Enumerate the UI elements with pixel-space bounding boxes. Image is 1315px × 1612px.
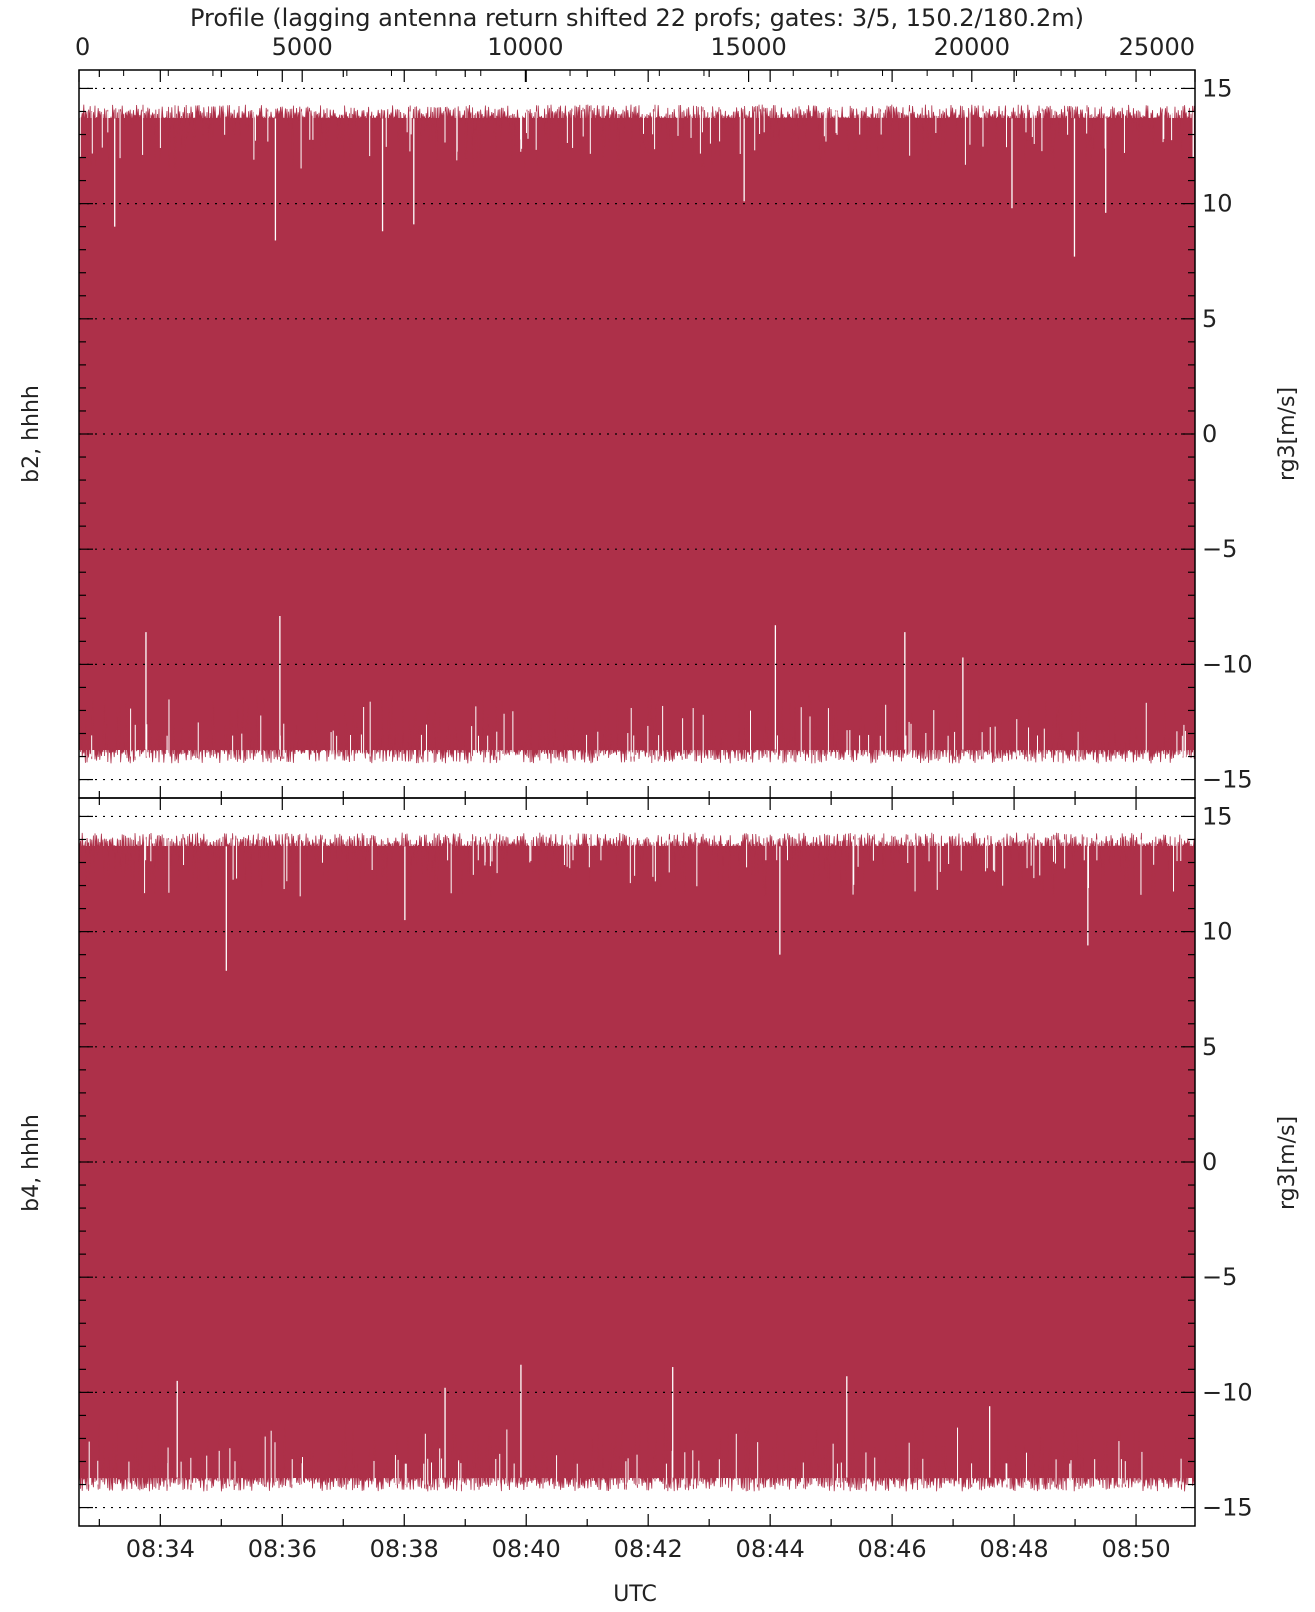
series-lower-edge — [79, 1422, 1195, 1492]
y-tick-label: 15 — [1202, 802, 1233, 830]
x-tick-label: 08:46 — [858, 1535, 927, 1563]
y-axis-label-b4: rg3[m/s] — [1275, 1116, 1300, 1210]
y-tick-label: −5 — [1202, 535, 1237, 563]
y-tick-label: −5 — [1202, 1263, 1237, 1291]
panel-bottom: 15 10 5 0 −5 −10 −15 b4, hhhh rg3[m/s] — [19, 797, 1300, 1527]
x-tick-label: 08:44 — [736, 1535, 805, 1563]
y-tick-label: 0 — [1202, 420, 1217, 448]
chart-title: Profile (lagging antenna return shifted … — [190, 4, 1084, 32]
x-tick-label: 08:50 — [1101, 1535, 1170, 1563]
panel-top: 15 10 5 0 −5 −10 −15 b2, hhhh rg3[m/s] — [19, 69, 1300, 799]
panel-label-b4: b4, hhhh — [19, 1114, 44, 1212]
series-area-b2 — [79, 104, 1195, 764]
x-axis: 08:34 08:36 08:38 08:40 08:42 08:44 08:46 08:48… — [126, 1535, 1171, 1563]
y-tick-label: 15 — [1202, 74, 1233, 102]
y-tick-label: 0 — [1202, 1148, 1217, 1176]
top-axis-tick-label: 0 — [75, 33, 90, 61]
y-tick-label: −15 — [1202, 766, 1253, 794]
x-tick-label: 08:38 — [370, 1535, 439, 1563]
gridlines-b4 — [79, 815, 1195, 1509]
y-tick-label: 10 — [1202, 918, 1233, 946]
x-tick-label: 08:34 — [126, 1535, 195, 1563]
top-axis-tick-label: 20000 — [934, 33, 1010, 61]
gridlines-b2 — [79, 87, 1195, 781]
y-tick-label: 10 — [1202, 190, 1233, 218]
panel-label-b2: b2, hhhh — [19, 385, 44, 483]
top-axis-tick-label: 10000 — [487, 33, 563, 61]
x-tick-label: 08:48 — [979, 1535, 1048, 1563]
series-band — [79, 118, 1195, 750]
x-tick-label: 08:42 — [614, 1535, 683, 1563]
x-tick-label: 08:36 — [248, 1535, 317, 1563]
x-tick-label: 08:40 — [492, 1535, 561, 1563]
axes-b4: 15 10 5 0 −5 −10 −15 — [78, 797, 1253, 1527]
series-lower-edge — [79, 694, 1195, 764]
top-axis: 0 5000 10000 15000 20000 25000 — [75, 33, 1196, 82]
y-tick-label: 5 — [1202, 1033, 1217, 1061]
series-band — [79, 846, 1195, 1478]
y-tick-label: 5 — [1202, 305, 1217, 333]
top-axis-tick-label: 25000 — [1119, 33, 1195, 61]
series-upper-edge — [79, 832, 1195, 897]
y-tick-label: −10 — [1202, 650, 1253, 678]
x-axis-label: UTC — [613, 1582, 657, 1607]
y-axis-label-b2: rg3[m/s] — [1275, 387, 1300, 481]
y-tick-label: −10 — [1202, 1378, 1253, 1406]
top-axis-tick-label: 15000 — [710, 33, 786, 61]
y-tick-label: −15 — [1202, 1494, 1253, 1522]
top-axis-tick-label: 5000 — [272, 33, 333, 61]
series-area-b4 — [79, 832, 1195, 1492]
series-upper-edge — [79, 104, 1195, 170]
